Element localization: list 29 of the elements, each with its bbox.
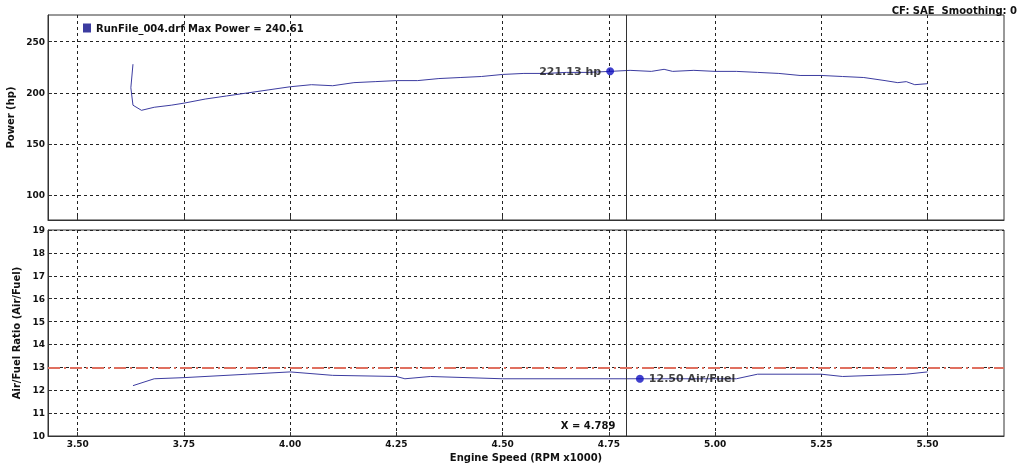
y-tick-label: 12 [32, 385, 45, 396]
x-tick-label: 5.25 [810, 438, 833, 449]
y-tick-label: 14 [32, 339, 45, 350]
y-tick-label: 250 [26, 36, 45, 47]
x-tick-label: 5.50 [916, 438, 939, 449]
y-tick-label: 19 [32, 225, 45, 235]
legend-label: RunFile_004.drf Max Power = 240.61 [96, 22, 304, 35]
y-tick-label: 15 [32, 316, 45, 327]
y-tick-label: 10 [32, 431, 45, 441]
y-axis-title: Air/Fuel Ratio (Air/Fuel) [11, 266, 23, 400]
chart-subtitle: CF: SAE Smoothing: 0 [891, 4, 1018, 16]
ref-line-label: X = 4.789 [560, 419, 616, 431]
y-tick-label: 150 [26, 139, 45, 150]
x-axis-title: Engine Speed (RPM x1000) [449, 452, 603, 464]
y-tick-label: 17 [32, 270, 45, 281]
y-tick-label: 16 [32, 293, 45, 304]
y-tick-label: 11 [32, 408, 45, 419]
y-tick-label: 18 [32, 247, 45, 258]
y-tick-label: 200 [26, 87, 45, 98]
x-tick-label: 3.50 [66, 438, 89, 449]
y-axis-title: Power (hp) [4, 86, 16, 149]
y-tick-label: 13 [32, 362, 45, 373]
x-tick-label: 4.75 [597, 438, 620, 449]
x-tick-label: 4.00 [279, 438, 302, 449]
y-tick-label: 100 [26, 190, 45, 201]
x-tick-label: 5.00 [703, 438, 727, 449]
x-tick-label: 4.50 [491, 438, 514, 449]
x-tick-label: 4.25 [385, 438, 408, 449]
x-tick-label: 3.75 [172, 438, 196, 449]
